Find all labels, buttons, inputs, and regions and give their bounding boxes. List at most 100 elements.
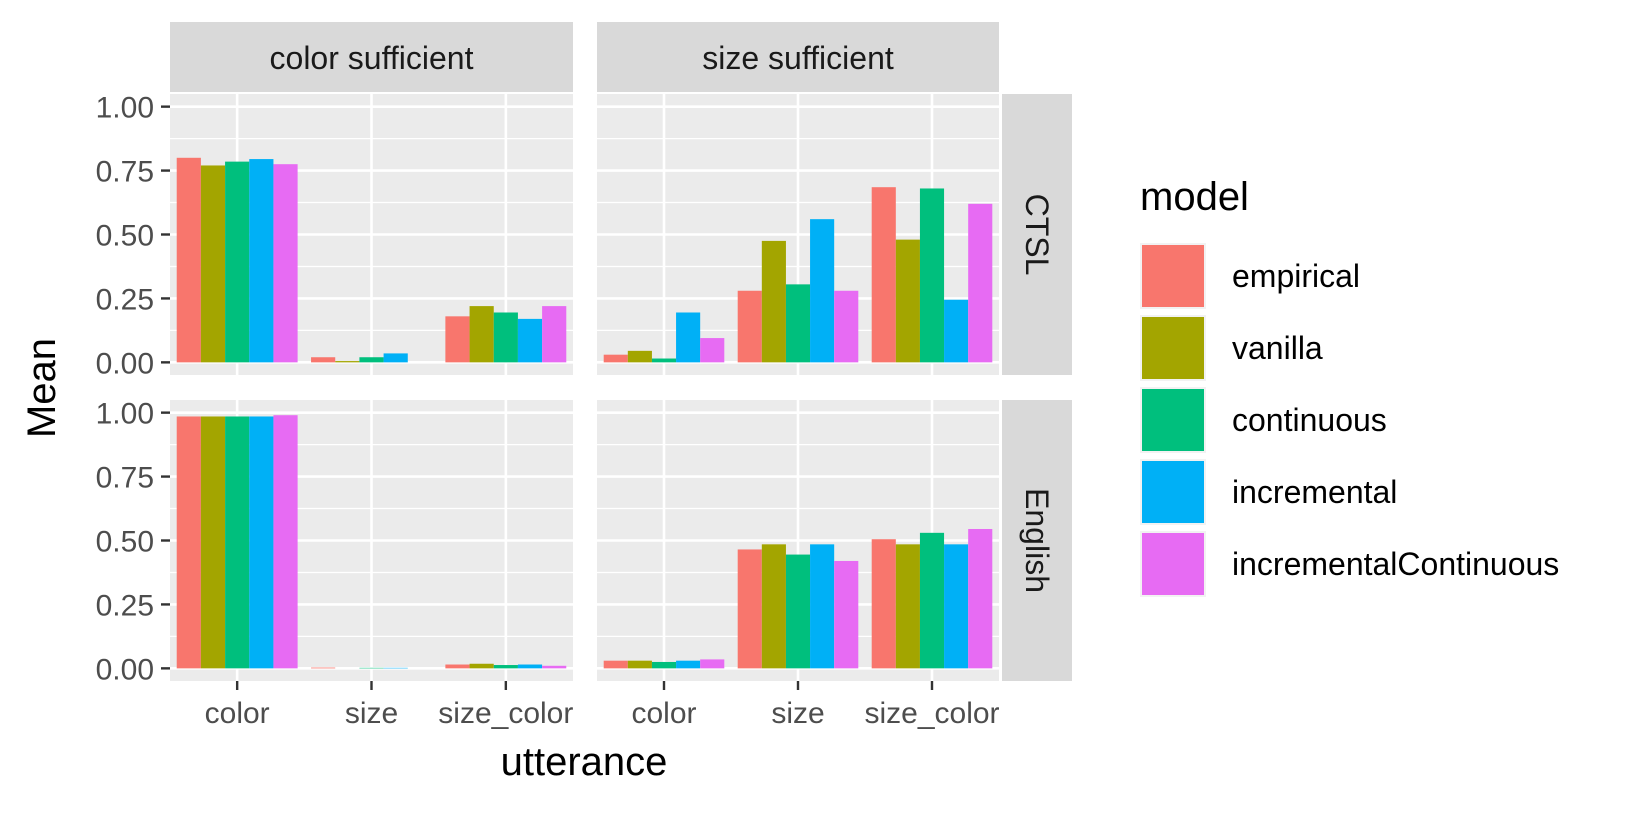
x-tick-label: color <box>631 697 696 730</box>
y-tick-label: 0.75 <box>96 156 154 189</box>
bar-incrementalContinuous <box>700 659 725 669</box>
y-tick-label: 0.25 <box>96 283 154 316</box>
x-tick-label: size_color <box>438 697 573 730</box>
y-tick-label: 0.50 <box>96 220 154 253</box>
bar-empirical <box>737 549 762 669</box>
y-tick-label: 1.00 <box>96 92 154 125</box>
row-strip <box>1002 94 1072 375</box>
bar-continuous <box>359 357 384 363</box>
bar-vanilla <box>469 306 494 363</box>
legend-label: incremental <box>1232 474 1397 510</box>
column-strip <box>170 22 573 92</box>
legend-swatch <box>1142 245 1204 307</box>
legend-swatch <box>1142 317 1204 379</box>
y-tick-label: 0.00 <box>96 347 154 380</box>
x-axis-title: utterance <box>501 740 668 784</box>
bar-continuous <box>919 532 945 669</box>
bar-empirical <box>445 664 470 669</box>
x-tick-label: size <box>345 697 398 730</box>
legend-label: continuous <box>1232 402 1387 438</box>
panel <box>597 400 999 681</box>
legend-swatch <box>1142 533 1204 595</box>
legend-label: incrementalContinuous <box>1232 546 1559 582</box>
bar-empirical <box>311 667 336 669</box>
legend: model empirical vanilla continuous incremen… <box>1140 175 1559 597</box>
bar-incrementalContinuous <box>968 528 993 669</box>
y-tick-label: 0.00 <box>96 653 154 686</box>
legend-label: vanilla <box>1232 330 1323 366</box>
bar-empirical <box>176 157 201 363</box>
bar-incremental <box>944 544 969 669</box>
bar-continuous <box>785 284 811 363</box>
y-tick-label: 0.25 <box>96 589 154 622</box>
bar-continuous <box>651 358 677 363</box>
bar-vanilla <box>895 239 920 363</box>
bar-continuous <box>785 554 811 669</box>
bar-incrementalContinuous <box>834 290 859 363</box>
x-tick-label: size_color <box>864 697 999 730</box>
bar-vanilla <box>335 361 360 363</box>
bar-incremental <box>676 312 701 363</box>
bar-incremental <box>383 353 408 363</box>
bar-empirical <box>445 316 470 363</box>
bar-incremental <box>810 219 835 363</box>
facet-strips: color sufficient size sufficient CTSL Engli… <box>170 22 1072 681</box>
axes: 0.00 0.25 0.50 0.75 1.00 0.00 0.25 0.50 0.75 1.00… <box>96 92 1000 730</box>
bar-empirical <box>871 187 896 363</box>
bar-incrementalContinuous <box>273 415 298 669</box>
column-strip-label: size sufficient <box>702 40 894 76</box>
bar-continuous <box>651 661 677 669</box>
bar-incremental <box>810 544 835 669</box>
y-tick-label: 0.50 <box>96 526 154 559</box>
bar-continuous <box>359 667 384 669</box>
bar-incremental <box>383 667 408 669</box>
row-strip-label: CTSL <box>1019 194 1055 276</box>
bar-vanilla <box>469 663 494 669</box>
row-strip <box>1002 400 1072 681</box>
row-strip-label: English <box>1019 488 1055 593</box>
bar-incremental <box>249 159 274 363</box>
bar-incrementalContinuous <box>273 164 298 363</box>
bar-incrementalContinuous <box>542 306 567 363</box>
bar-empirical <box>871 539 896 669</box>
legend-swatch <box>1142 461 1204 523</box>
bar-vanilla <box>761 544 786 669</box>
bar-continuous <box>493 665 518 669</box>
y-tick-label: 1.00 <box>96 398 154 431</box>
legend-title: model <box>1140 175 1249 219</box>
bar-incrementalContinuous <box>968 203 993 363</box>
bar-vanilla <box>200 416 226 669</box>
bar-incremental <box>944 299 969 363</box>
bar-incrementalContinuous <box>834 560 859 669</box>
panel <box>597 94 999 375</box>
x-tick-label: color <box>205 697 270 730</box>
bar-vanilla <box>895 544 920 669</box>
bar-continuous <box>919 188 945 363</box>
panel <box>170 94 573 375</box>
bar-continuous <box>493 312 518 363</box>
bar-vanilla <box>627 660 652 669</box>
bar-incremental <box>517 664 543 669</box>
bar-vanilla <box>627 350 652 363</box>
panel <box>170 400 573 681</box>
bar-incremental <box>517 318 543 363</box>
bar-continuous <box>225 416 250 669</box>
y-axis-title: Mean <box>20 338 64 438</box>
bar-empirical <box>603 660 628 669</box>
legend-swatch <box>1142 389 1204 451</box>
column-strip <box>597 22 999 92</box>
panels <box>170 94 999 681</box>
bar-incrementalContinuous <box>542 665 567 669</box>
bar-empirical <box>311 357 336 363</box>
bar-vanilla <box>200 165 226 363</box>
bar-incremental <box>249 416 274 669</box>
bar-vanilla <box>761 240 786 363</box>
bar-incremental <box>676 660 701 669</box>
x-tick-label: size <box>771 697 824 730</box>
bar-incrementalContinuous <box>700 338 725 363</box>
column-strip-label: color sufficient <box>270 40 474 76</box>
y-tick-label: 0.75 <box>96 462 154 495</box>
bar-continuous <box>225 161 250 363</box>
